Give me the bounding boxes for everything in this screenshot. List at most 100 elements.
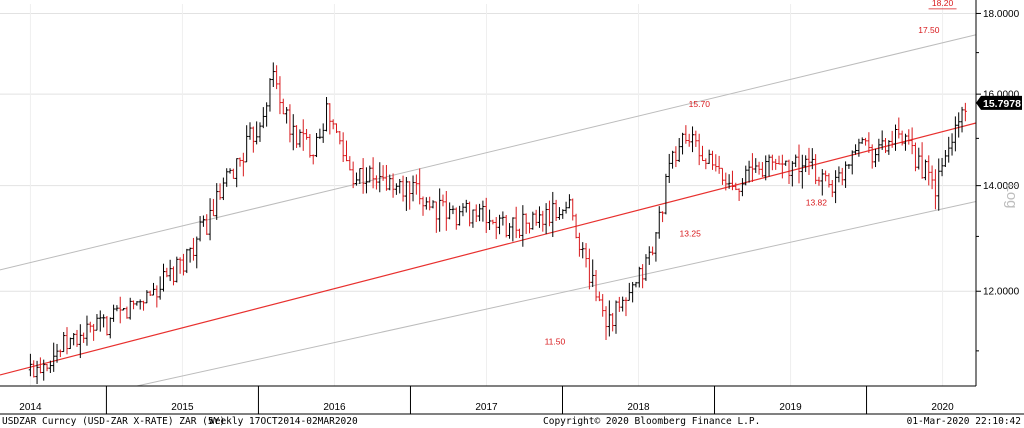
price-bar xyxy=(218,183,222,200)
price-bar xyxy=(670,150,675,169)
price-bar xyxy=(561,209,565,219)
price-bar xyxy=(285,107,289,124)
price-bar xyxy=(62,331,66,353)
price-bar xyxy=(557,207,562,220)
price-bar xyxy=(468,201,472,227)
price-bar xyxy=(238,157,242,167)
price-bar xyxy=(784,160,788,166)
price-bar xyxy=(521,205,525,247)
y-tick-label: 14.0000 xyxy=(983,181,1020,192)
price-bar xyxy=(790,161,794,187)
price-bar xyxy=(947,136,951,163)
price-bar xyxy=(707,149,711,164)
price-bar xyxy=(125,306,129,319)
price-bar xyxy=(205,214,209,235)
price-bar xyxy=(837,166,841,183)
x-tick-label: 2016 xyxy=(323,402,346,413)
price-bar xyxy=(334,123,339,134)
price-bar xyxy=(78,324,82,359)
price-bar xyxy=(897,117,901,139)
price-bar xyxy=(431,200,435,209)
price-bar xyxy=(195,236,199,269)
price-bar xyxy=(444,190,448,231)
footer: USDZAR Curncy (USD-ZAR X-RATE) ZAR (5Y) … xyxy=(2,416,1021,427)
price-bar xyxy=(408,181,412,210)
price-bar xyxy=(241,152,245,177)
price-bar xyxy=(55,343,59,363)
price-bar xyxy=(950,133,954,156)
price-bar xyxy=(531,211,535,230)
regression-channel xyxy=(0,34,977,387)
price-bar xyxy=(611,312,615,332)
price-bar xyxy=(428,196,432,211)
price-bar xyxy=(853,144,858,155)
footer-period: Weekly 17OCT2014-02MAR2020 xyxy=(209,416,358,427)
price-bar xyxy=(258,122,262,142)
price-bar xyxy=(108,317,112,339)
price-bar xyxy=(48,360,52,374)
price-bar xyxy=(767,154,771,177)
price-bar xyxy=(304,128,309,140)
x-tick-label: 2017 xyxy=(475,402,498,413)
price-bar xyxy=(374,175,379,190)
price-bar xyxy=(261,107,265,129)
price-bar xyxy=(860,137,864,144)
price-bar xyxy=(155,285,159,308)
price-bar xyxy=(517,228,522,239)
price-bar xyxy=(481,200,485,222)
last-value-box xyxy=(976,95,1022,110)
price-bar xyxy=(900,130,904,146)
price-bar xyxy=(833,170,838,204)
price-bar xyxy=(601,294,605,317)
annotation-label: 11.50 xyxy=(545,337,566,347)
price-bar xyxy=(814,154,818,185)
price-bar xyxy=(474,204,478,222)
price-bar xyxy=(168,259,172,282)
price-bar xyxy=(45,364,49,372)
price-bar xyxy=(221,177,225,201)
price-bar xyxy=(178,257,182,274)
price-bar xyxy=(255,121,259,145)
annotation-label: 18.20 xyxy=(932,0,954,8)
price-bar xyxy=(384,164,389,191)
price-bar xyxy=(710,150,715,170)
price-bar xyxy=(275,65,279,90)
x-tick-label: 2018 xyxy=(627,402,650,413)
price-bar xyxy=(594,270,598,302)
price-bar xyxy=(527,222,532,234)
channel-line-middle xyxy=(0,122,977,376)
price-bar xyxy=(311,154,315,165)
price-bar xyxy=(341,132,345,163)
price-bar xyxy=(424,197,428,210)
price-bar xyxy=(378,162,382,193)
price-bar xyxy=(617,296,621,312)
price-bar xyxy=(65,327,69,355)
price-bar xyxy=(507,223,512,239)
price-bar xyxy=(454,207,458,230)
price-bar xyxy=(634,281,638,288)
price-bar xyxy=(331,119,335,130)
price-bar xyxy=(314,133,319,158)
price-bar xyxy=(777,155,781,165)
price-bar xyxy=(584,243,588,268)
price-bar xyxy=(547,200,552,227)
price-bar xyxy=(717,155,721,174)
price-bar xyxy=(175,256,179,283)
price-bar xyxy=(215,183,219,220)
y-axis: 12.0000 14.0000 16.0000 18.0000 15.7978 xyxy=(975,0,1022,386)
price-bar xyxy=(181,253,186,276)
price-bar xyxy=(650,246,655,256)
price-bar xyxy=(138,299,142,310)
price-bar xyxy=(917,147,921,170)
price-bar xyxy=(770,154,774,171)
price-bar xyxy=(627,282,631,301)
price-bar xyxy=(42,359,46,381)
price-bar xyxy=(271,62,275,88)
price-bar xyxy=(740,178,745,197)
price-annotations: 18.20 17.50 15.70 13.82 13.25 11.50 xyxy=(545,0,957,347)
price-bar xyxy=(348,156,352,171)
price-bar xyxy=(368,165,372,183)
price-bar xyxy=(131,300,136,310)
price-bar xyxy=(458,205,462,226)
